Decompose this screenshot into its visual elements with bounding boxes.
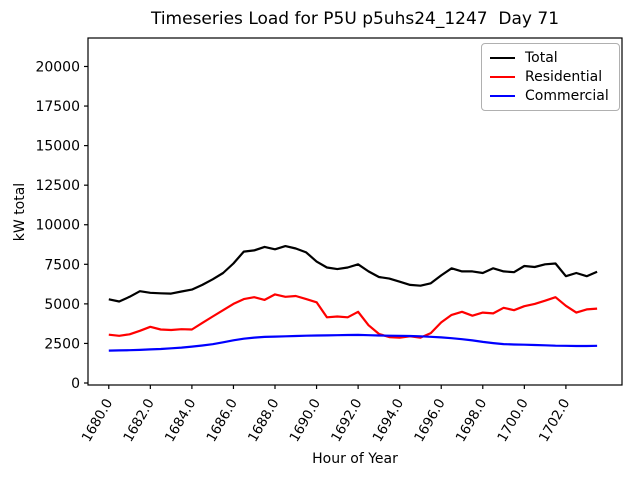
y-tick-label: 10000 (35, 218, 80, 234)
x-tick-label: 1694.0 (370, 396, 407, 445)
legend-line-sample-commercial (490, 95, 515, 98)
legend-line-sample-residential (490, 75, 515, 78)
legend-label-total: Total (525, 49, 558, 66)
y-tick-label: 0 (71, 376, 80, 392)
legend-label-residential: Residential (525, 68, 603, 85)
y-axis-label: kW total (12, 182, 28, 242)
axes-frame (87, 37, 623, 386)
y-tick-label: 17500 (35, 99, 80, 115)
y-tick-label: 2500 (44, 336, 80, 352)
y-tick-label: 7500 (44, 257, 80, 273)
x-tick-label: 1692.0 (328, 396, 365, 445)
x-tick-label: 1688.0 (245, 396, 282, 445)
x-tick-label: 1682.0 (120, 396, 157, 445)
series-line-residential (108, 293, 598, 339)
y-tick-label: 12500 (35, 178, 80, 194)
series-line-commercial (108, 333, 598, 352)
y-tick-label: 20000 (35, 59, 80, 75)
x-tick-label: 1702.0 (536, 396, 573, 445)
y-tick-label: 15000 (35, 139, 80, 155)
legend-item-total: Total (490, 48, 611, 67)
legend-item-residential: Residential (490, 67, 611, 86)
x-tick-label: 1690.0 (287, 396, 324, 445)
x-axis-label: Hour of Year (312, 451, 398, 467)
x-tick-label: 1686.0 (203, 396, 240, 445)
x-tick-label: 1700.0 (494, 396, 531, 445)
legend-item-commercial: Commercial (490, 87, 611, 106)
legend-line-sample-total (490, 56, 515, 59)
series-line-total (108, 245, 598, 303)
x-tick-label: 1680.0 (79, 396, 116, 445)
x-tick-label: 1696.0 (411, 396, 448, 445)
chart-title: Timeseries Load for P5U p5uhs24_1247 Day… (150, 9, 560, 29)
x-tick-label: 1698.0 (453, 396, 490, 445)
legend-label-commercial: Commercial (525, 88, 609, 105)
legend: Total Residential Commercial (481, 43, 620, 111)
x-tick-label: 1684.0 (162, 396, 199, 445)
y-tick-label: 5000 (44, 297, 80, 313)
